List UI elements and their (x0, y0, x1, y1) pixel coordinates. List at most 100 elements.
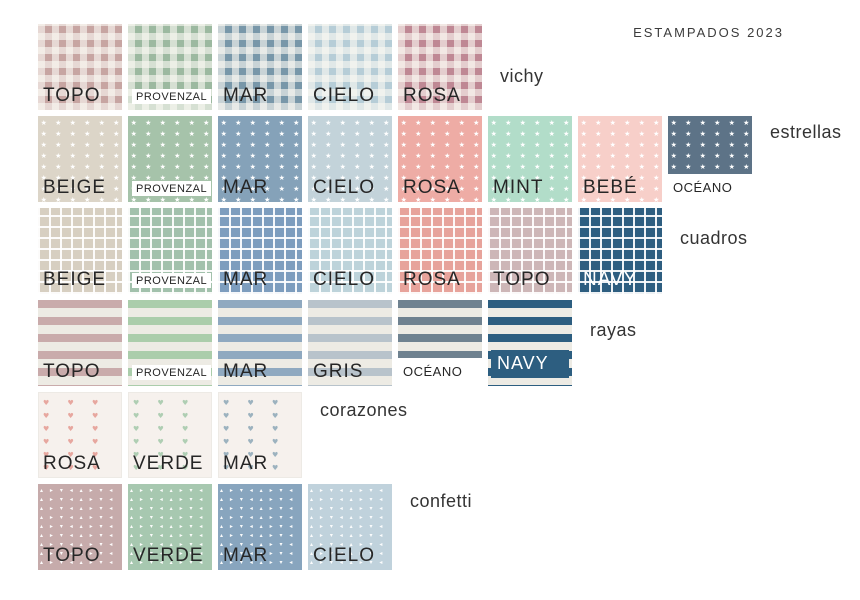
swatch-cuadros-cielo: CIELO (308, 208, 392, 294)
confetti-pattern-fill: ▴ ▸ ▾ ◂ ▴ ▸ ▾ ◂ ▴ ▸ ▾ ◂ ▴ ▸ ▾ ◂ ▴ ▸ ▾ ◂ … (218, 484, 302, 570)
swatch-label: MAR (223, 177, 269, 198)
pattern-row-corazones: ♥ ♥ ♥ ♥ ♥ ♥ ♥ ♥ ♥ ♥ ♥ ♥ ♥ ♥ ♥ ♥ ♥ ♥ ♥ ♥ … (38, 392, 842, 478)
rows: TOPO PROVENZAL MAR CIELO ROSA vichy ★ ★ ★ ★ ★ … (0, 24, 842, 576)
swatch-cuadros-beige: BEIGE (38, 208, 122, 294)
rayas-pattern-fill (308, 300, 392, 386)
swatch-rayas-topo: TOPO (38, 300, 122, 386)
swatch-vichy-mar: MAR (218, 24, 302, 110)
swatch-cuadros-topo: TOPO (488, 208, 572, 294)
swatch-vichy-provenzal: PROVENZAL (128, 24, 212, 110)
pattern-glyphs: ♥ ♥ ♥ ♥ ♥ ♥ ♥ ♥ ♥ ♥ ♥ ♥ ♥ ♥ ♥ ♥ ♥ ♥ ♥ ♥ … (133, 399, 193, 472)
pattern-glyphs: ▴ ▸ ▾ ◂ ▴ ▸ ▾ ◂ ▴ ▸ ▾ ◂ ▴ ▸ ▾ ◂ ▴ ▸ ▾ ◂ … (310, 487, 385, 570)
vichy-pattern-fill (38, 24, 122, 110)
swatch-label: BEIGE (43, 269, 107, 290)
estrellas-pattern-fill: ★ ★ ★ ★ ★ ★ ★ ★ ★ ★ ★ ★ ★ ★ ★ ★ ★ ★ ★ ★ … (578, 116, 662, 202)
rayas-pattern-fill (218, 300, 302, 386)
swatch-estrellas-bebe: ★ ★ ★ ★ ★ ★ ★ ★ ★ ★ ★ ★ ★ ★ ★ ★ ★ ★ ★ ★ … (578, 116, 662, 202)
swatch-rayas-oceano: OCÉANO (398, 300, 482, 386)
swatch-confetti-cielo: ▴ ▸ ▾ ◂ ▴ ▸ ▾ ◂ ▴ ▸ ▾ ◂ ▴ ▸ ▾ ◂ ▴ ▸ ▾ ◂ … (308, 484, 392, 570)
swatch-cuadros-rosa: ROSA (398, 208, 482, 294)
swatch-label: CIELO (313, 545, 376, 566)
swatch-corazones-rosa: ♥ ♥ ♥ ♥ ♥ ♥ ♥ ♥ ♥ ♥ ♥ ♥ ♥ ♥ ♥ ♥ ♥ ♥ ♥ ♥ … (38, 392, 122, 478)
rayas-pattern-fill (398, 300, 482, 358)
swatch-label: ROSA (403, 85, 461, 106)
cuadros-pattern-fill (398, 208, 482, 294)
pattern-glyphs: ★ ★ ★ ★ ★ ★ ★ ★ ★ ★ ★ ★ ★ ★ ★ ★ ★ ★ ★ ★ … (490, 119, 572, 202)
pattern-glyphs: ♥ ♥ ♥ ♥ ♥ ♥ ♥ ♥ ♥ ♥ ♥ ♥ ♥ ♥ ♥ ♥ ♥ ♥ ♥ ♥ … (43, 399, 103, 472)
pattern-glyphs: ★ ★ ★ ★ ★ ★ ★ ★ ★ ★ ★ ★ ★ ★ ★ ★ ★ ★ ★ ★ … (400, 119, 482, 202)
pattern-row-rayas: TOPO PROVENZAL MAR GRIS OCÉANO NAVY rayas (38, 300, 842, 386)
category-label-estrellas: estrellas (770, 122, 842, 142)
swatch-label: NAVY (491, 350, 569, 378)
swatch-label: MAR (223, 85, 269, 106)
pattern-glyphs: ▴ ▸ ▾ ◂ ▴ ▸ ▾ ◂ ▴ ▸ ▾ ◂ ▴ ▸ ▾ ◂ ▴ ▸ ▾ ◂ … (220, 487, 295, 570)
swatch-label: ROSA (403, 269, 461, 290)
swatch-estrellas-mar: ★ ★ ★ ★ ★ ★ ★ ★ ★ ★ ★ ★ ★ ★ ★ ★ ★ ★ ★ ★ … (218, 116, 302, 202)
estrellas-pattern-fill: ★ ★ ★ ★ ★ ★ ★ ★ ★ ★ ★ ★ ★ ★ ★ ★ ★ ★ ★ ★ … (218, 116, 302, 202)
swatch-label: NAVY (583, 269, 638, 290)
cuadros-pattern-fill (308, 208, 392, 294)
swatch-confetti-mar: ▴ ▸ ▾ ◂ ▴ ▸ ▾ ◂ ▴ ▸ ▾ ◂ ▴ ▸ ▾ ◂ ▴ ▸ ▾ ◂ … (218, 484, 302, 570)
corazones-pattern-fill: ♥ ♥ ♥ ♥ ♥ ♥ ♥ ♥ ♥ ♥ ♥ ♥ ♥ ♥ ♥ ♥ ♥ ♥ ♥ ♥ … (38, 392, 122, 478)
pattern-glyphs: ▴ ▸ ▾ ◂ ▴ ▸ ▾ ◂ ▴ ▸ ▾ ◂ ▴ ▸ ▾ ◂ ▴ ▸ ▾ ◂ … (40, 487, 115, 570)
swatch-label: MINT (493, 177, 544, 198)
swatch-label: PROVENZAL (132, 181, 212, 196)
corazones-pattern-fill: ♥ ♥ ♥ ♥ ♥ ♥ ♥ ♥ ♥ ♥ ♥ ♥ ♥ ♥ ♥ ♥ ♥ ♥ ♥ ♥ … (218, 392, 302, 478)
confetti-pattern-fill: ▴ ▸ ▾ ◂ ▴ ▸ ▾ ◂ ▴ ▸ ▾ ◂ ▴ ▸ ▾ ◂ ▴ ▸ ▾ ◂ … (308, 484, 392, 570)
swatch-label: MAR (223, 453, 269, 474)
pattern-glyphs: ★ ★ ★ ★ ★ ★ ★ ★ ★ ★ ★ ★ ★ ★ ★ ★ ★ ★ ★ ★ … (310, 119, 392, 202)
corazones-pattern-fill: ♥ ♥ ♥ ♥ ♥ ♥ ♥ ♥ ♥ ♥ ♥ ♥ ♥ ♥ ♥ ♥ ♥ ♥ ♥ ♥ … (128, 392, 212, 478)
swatch-confetti-verde: ▴ ▸ ▾ ◂ ▴ ▸ ▾ ◂ ▴ ▸ ▾ ◂ ▴ ▸ ▾ ◂ ▴ ▸ ▾ ◂ … (128, 484, 212, 570)
category-label-vichy: vichy (500, 66, 544, 86)
swatch-vichy-cielo: CIELO (308, 24, 392, 110)
swatch-estrellas-rosa: ★ ★ ★ ★ ★ ★ ★ ★ ★ ★ ★ ★ ★ ★ ★ ★ ★ ★ ★ ★ … (398, 116, 482, 202)
pattern-glyphs: ★ ★ ★ ★ ★ ★ ★ ★ ★ ★ ★ ★ ★ ★ ★ ★ ★ ★ ★ ★ … (670, 119, 752, 171)
swatch-label: TOPO (493, 269, 551, 290)
pattern-glyphs: ♥ ♥ ♥ ♥ ♥ ♥ ♥ ♥ ♥ ♥ ♥ ♥ ♥ ♥ ♥ ♥ ♥ ♥ ♥ ♥ … (223, 399, 283, 472)
pattern-row-estrellas: ★ ★ ★ ★ ★ ★ ★ ★ ★ ★ ★ ★ ★ ★ ★ ★ ★ ★ ★ ★ … (38, 116, 842, 202)
confetti-pattern-fill: ▴ ▸ ▾ ◂ ▴ ▸ ▾ ◂ ▴ ▸ ▾ ◂ ▴ ▸ ▾ ◂ ▴ ▸ ▾ ◂ … (38, 484, 122, 570)
swatch-label: VERDE (133, 545, 204, 566)
swatch-vichy-topo: TOPO (38, 24, 122, 110)
cuadros-pattern-fill (38, 208, 122, 294)
swatch-label: TOPO (43, 545, 101, 566)
swatch-label: CIELO (313, 85, 376, 106)
pattern-glyphs: ★ ★ ★ ★ ★ ★ ★ ★ ★ ★ ★ ★ ★ ★ ★ ★ ★ ★ ★ ★ … (40, 119, 122, 202)
swatch-cuadros-mar: MAR (218, 208, 302, 294)
pattern-glyphs: ★ ★ ★ ★ ★ ★ ★ ★ ★ ★ ★ ★ ★ ★ ★ ★ ★ ★ ★ ★ … (580, 119, 662, 202)
swatch-rayas-gris: GRIS (308, 300, 392, 386)
swatch-label: MAR (223, 545, 269, 566)
swatch-label: MAR (223, 269, 269, 290)
page-title: ESTAMPADOS 2023 (633, 25, 784, 40)
confetti-pattern-fill: ▴ ▸ ▾ ◂ ▴ ▸ ▾ ◂ ▴ ▸ ▾ ◂ ▴ ▸ ▾ ◂ ▴ ▸ ▾ ◂ … (128, 484, 212, 570)
estrellas-pattern-fill: ★ ★ ★ ★ ★ ★ ★ ★ ★ ★ ★ ★ ★ ★ ★ ★ ★ ★ ★ ★ … (308, 116, 392, 202)
cuadros-pattern-fill (218, 208, 302, 294)
cuadros-pattern-fill (578, 208, 662, 294)
category-label-corazones: corazones (320, 400, 408, 420)
vichy-pattern-fill (308, 24, 392, 110)
swatch-label: BEIGE (43, 177, 107, 198)
swatch-rayas-provenzal: PROVENZAL (128, 300, 212, 386)
swatch-estrellas-cielo: ★ ★ ★ ★ ★ ★ ★ ★ ★ ★ ★ ★ ★ ★ ★ ★ ★ ★ ★ ★ … (308, 116, 392, 202)
pattern-glyphs: ▴ ▸ ▾ ◂ ▴ ▸ ▾ ◂ ▴ ▸ ▾ ◂ ▴ ▸ ▾ ◂ ▴ ▸ ▾ ◂ … (130, 487, 205, 570)
swatch-label: VERDE (133, 453, 204, 474)
category-label-cuadros: cuadros (680, 228, 748, 248)
swatch-label: OCÉANO (398, 358, 482, 379)
pattern-row-cuadros: BEIGE PROVENZAL MAR CIELO ROSA TOPO NAVY cuadro… (38, 208, 842, 294)
swatch-corazones-mar: ♥ ♥ ♥ ♥ ♥ ♥ ♥ ♥ ♥ ♥ ♥ ♥ ♥ ♥ ♥ ♥ ♥ ♥ ♥ ♥ … (218, 392, 302, 478)
estrellas-pattern-fill: ★ ★ ★ ★ ★ ★ ★ ★ ★ ★ ★ ★ ★ ★ ★ ★ ★ ★ ★ ★ … (398, 116, 482, 202)
estrellas-pattern-fill: ★ ★ ★ ★ ★ ★ ★ ★ ★ ★ ★ ★ ★ ★ ★ ★ ★ ★ ★ ★ … (668, 116, 752, 174)
swatch-estrellas-oceano: ★ ★ ★ ★ ★ ★ ★ ★ ★ ★ ★ ★ ★ ★ ★ ★ ★ ★ ★ ★ … (668, 116, 752, 202)
swatch-estrellas-beige: ★ ★ ★ ★ ★ ★ ★ ★ ★ ★ ★ ★ ★ ★ ★ ★ ★ ★ ★ ★ … (38, 116, 122, 202)
swatch-cuadros-provenzal: PROVENZAL (128, 208, 212, 294)
pattern-row-confetti: ▴ ▸ ▾ ◂ ▴ ▸ ▾ ◂ ▴ ▸ ▾ ◂ ▴ ▸ ▾ ◂ ▴ ▸ ▾ ◂ … (38, 484, 842, 570)
swatch-label: ROSA (43, 453, 101, 474)
swatch-cuadros-navy: NAVY (578, 208, 662, 294)
swatch-label: TOPO (43, 361, 101, 382)
swatch-vichy-rosa: ROSA (398, 24, 482, 110)
swatch-rayas-navy: NAVY (488, 300, 572, 386)
category-label-rayas: rayas (590, 320, 637, 340)
cuadros-pattern-fill (488, 208, 572, 294)
swatch-label: CIELO (313, 177, 376, 198)
category-label-confetti: confetti (410, 491, 473, 511)
